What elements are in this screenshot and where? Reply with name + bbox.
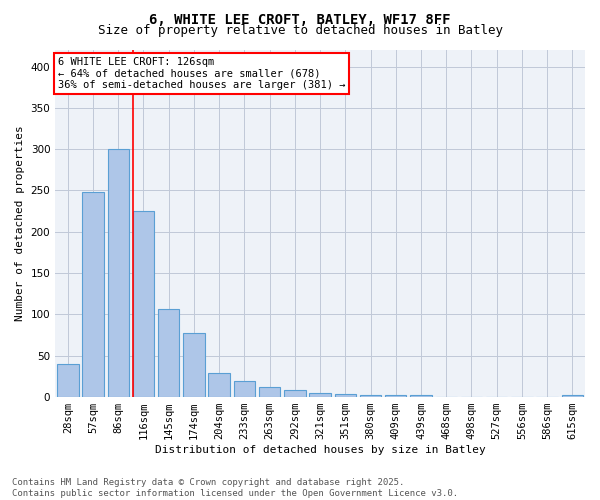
Bar (410, 396, 432, 397)
Bar (562, 396, 583, 397)
Bar (82, 192, 104, 397)
Bar (133, 211, 154, 397)
Bar (208, 373, 230, 397)
Bar (183, 334, 205, 397)
Text: 6 WHITE LEE CROFT: 126sqm
← 64% of detached houses are smaller (678)
36% of semi: 6 WHITE LEE CROFT: 126sqm ← 64% of detac… (58, 57, 346, 90)
Text: Size of property relative to detached houses in Batley: Size of property relative to detached ho… (97, 24, 503, 37)
Bar (259, 387, 280, 397)
Bar (310, 393, 331, 397)
Bar (360, 394, 381, 397)
Y-axis label: Number of detached properties: Number of detached properties (15, 126, 25, 322)
Bar (158, 308, 179, 397)
Bar (385, 396, 406, 397)
Text: 6, WHITE LEE CROFT, BATLEY, WF17 8FF: 6, WHITE LEE CROFT, BATLEY, WF17 8FF (149, 12, 451, 26)
X-axis label: Distribution of detached houses by size in Batley: Distribution of detached houses by size … (155, 445, 485, 455)
Text: Contains HM Land Registry data © Crown copyright and database right 2025.
Contai: Contains HM Land Registry data © Crown c… (12, 478, 458, 498)
Bar (284, 390, 305, 397)
Bar (335, 394, 356, 397)
Bar (233, 382, 255, 397)
Bar (57, 364, 79, 397)
Bar (107, 149, 129, 397)
